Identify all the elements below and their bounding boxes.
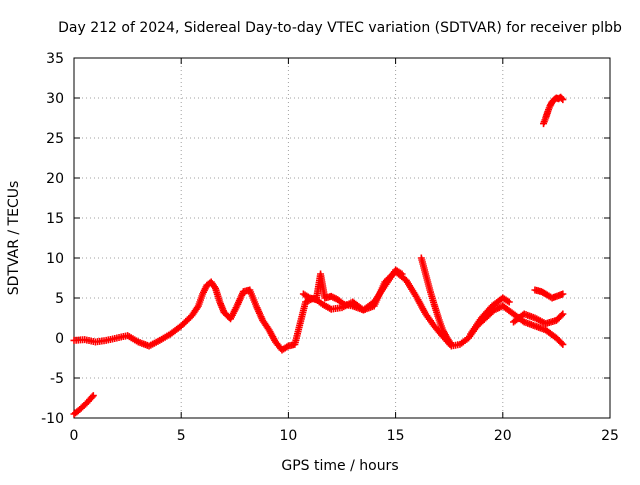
x-tick-label: 0: [70, 428, 79, 444]
y-tick-label: 10: [46, 251, 64, 267]
series-late-mid-arc: [531, 286, 567, 302]
plot-frame: [73, 57, 611, 419]
x-axis-title: GPS time / hours: [281, 458, 398, 474]
y-tick-label: 35: [46, 51, 64, 67]
data-point: [505, 298, 513, 306]
data-point: [559, 290, 567, 298]
chart-title: Day 212 of 2024, Sidereal Day-to-day VTE…: [58, 20, 622, 36]
data-point: [89, 392, 97, 400]
series-late-low-arc: [510, 310, 567, 328]
data-point: [447, 340, 455, 348]
y-tick-label: 0: [55, 331, 64, 347]
y-tick-label: 5: [55, 291, 64, 307]
series-upper-isolated: [540, 93, 567, 128]
x-tick-label: 20: [494, 428, 512, 444]
x-tick-label: 10: [279, 428, 297, 444]
axis-ticks: 0 5 10 15 20 25 -10 -5 0 5 10 15 20 25 30 35: [41, 51, 619, 444]
data-point: [559, 96, 567, 104]
data-point-fill: [558, 339, 566, 347]
data-point: [559, 310, 567, 318]
y-tick-label: 20: [46, 171, 64, 187]
data-point-fill: [558, 94, 566, 102]
y-tick-label: -10: [41, 411, 64, 427]
data-point: [398, 270, 406, 278]
x-tick-label: 5: [177, 428, 186, 444]
y-axis-title: SDTVAR / TECUs: [6, 181, 22, 296]
series-upper-branch: [299, 266, 406, 314]
data-point: [559, 340, 567, 348]
data-point-fill: [88, 393, 96, 401]
y-tick-label: 30: [46, 91, 64, 107]
series-steep-descent: [417, 254, 455, 348]
x-tick-label: 15: [387, 428, 405, 444]
y-tick-label: 15: [46, 211, 64, 227]
series-late-upper-arc: [467, 294, 513, 338]
y-tick-label: -5: [50, 371, 64, 387]
data-point-fill: [558, 311, 566, 319]
y-tick-label: 25: [46, 131, 64, 147]
data-points: [70, 93, 567, 418]
grid: [74, 58, 610, 418]
x-tick-label: 25: [601, 428, 619, 444]
series-initial-drop: [70, 392, 97, 418]
